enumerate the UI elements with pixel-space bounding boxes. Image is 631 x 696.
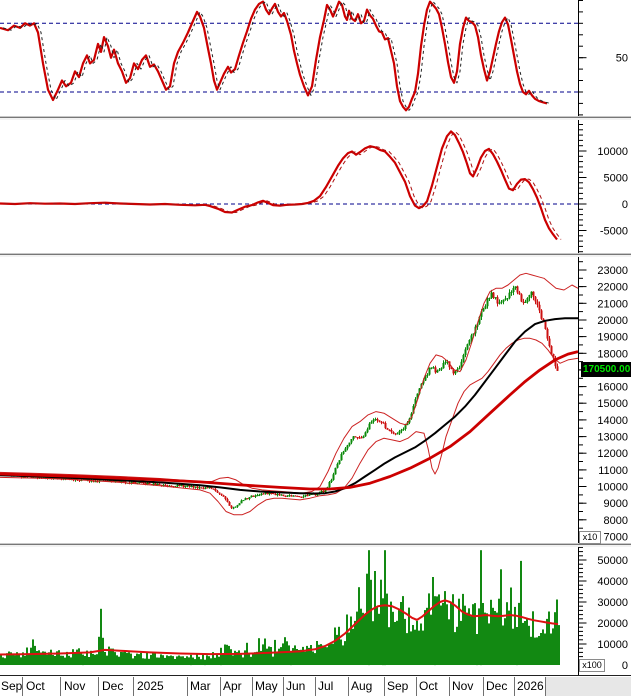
x-axis-blank-area: [546, 677, 631, 696]
x-axis-separator: [220, 677, 221, 696]
svg-text:0: 0: [622, 660, 628, 672]
x-axis-label: Dec: [486, 679, 508, 693]
x-axis-label: 2026: [517, 679, 544, 693]
x-axis-label: Sep: [1, 679, 23, 693]
svg-text:30000: 30000: [597, 597, 628, 609]
x-axis-separator: [98, 677, 99, 696]
price-panel[interactable]: 2300022000210002000019000180001700016000…: [0, 257, 631, 543]
x-axis-label: Oct: [419, 679, 438, 693]
x-axis-label: Apr: [223, 679, 242, 693]
x-axis-strip: Sep Oct Nov Dec 2025 Mar Apr May Jun Jul Aug Sep Oct…: [0, 675, 631, 696]
svg-text:8000: 8000: [604, 515, 628, 527]
svg-text:12000: 12000: [597, 448, 628, 460]
x-axis-label: Oct: [26, 679, 45, 693]
x-axis-separator: [449, 677, 450, 696]
svg-text:16000: 16000: [597, 382, 628, 394]
svg-text:50000: 50000: [597, 555, 628, 567]
x-axis-label: Aug: [351, 679, 373, 693]
x-axis-label: 2025: [137, 679, 164, 693]
x-axis-separator: [348, 677, 349, 696]
x-axis-label: May: [255, 679, 278, 693]
svg-text:-5000: -5000: [600, 226, 628, 238]
x-axis-separator: [384, 677, 385, 696]
x-axis-separator: [514, 677, 515, 696]
x-axis-label: Sep: [387, 679, 409, 693]
svg-text:20000: 20000: [597, 315, 628, 327]
svg-text:10000: 10000: [597, 482, 628, 494]
x-axis-separator: [283, 677, 284, 696]
x-axis-label: Nov: [452, 679, 474, 693]
svg-text:15000: 15000: [597, 398, 628, 410]
svg-text:40000: 40000: [597, 576, 628, 588]
x-axis-separator: [60, 677, 61, 696]
svg-text:9000: 9000: [604, 498, 628, 510]
x-axis-separator: [416, 677, 417, 696]
x-axis-label: Nov: [64, 679, 86, 693]
svg-text:0: 0: [622, 199, 628, 211]
volume-axis-multiplier: x100: [579, 659, 605, 672]
svg-text:21000: 21000: [597, 298, 628, 310]
x-axis-label: Jul: [318, 679, 334, 693]
svg-text:13000: 13000: [597, 432, 628, 444]
x-axis-separator: [22, 677, 23, 696]
svg-text:18000: 18000: [597, 348, 628, 360]
price-axis-multiplier: x10: [579, 531, 601, 544]
svg-text:22000: 22000: [597, 282, 628, 294]
svg-text:5000: 5000: [604, 173, 628, 185]
volume-panel[interactable]: 50000 40000 30000 20000 10000 0: [0, 547, 631, 675]
last-price-label: 170500.00: [581, 362, 631, 377]
panel-separator[interactable]: [0, 543, 631, 547]
x-axis-separator: [545, 677, 546, 696]
panel-separator[interactable]: [0, 116, 631, 120]
momentum-panel[interactable]: 10000 5000 0 -5000: [0, 120, 631, 253]
x-axis-label: Jun: [286, 679, 306, 693]
svg-text:11000: 11000: [598, 465, 628, 477]
x-axis-label: Mar: [190, 679, 211, 693]
svg-text:7000: 7000: [604, 532, 628, 544]
x-axis-separator: [133, 677, 134, 696]
stochastic-panel[interactable]: 50: [0, 0, 631, 116]
svg-text:19000: 19000: [597, 332, 628, 344]
x-axis-separator: [483, 677, 484, 696]
svg-text:10000: 10000: [597, 146, 628, 158]
panel-separator[interactable]: [0, 253, 631, 257]
x-axis-label: Dec: [102, 679, 124, 693]
svg-text:10000: 10000: [597, 639, 628, 651]
svg-text:20000: 20000: [597, 618, 628, 630]
svg-text:14000: 14000: [597, 415, 628, 427]
x-axis-separator: [187, 677, 188, 696]
x-axis-separator: [252, 677, 253, 696]
x-axis-separator: [315, 677, 316, 696]
svg-text:23000: 23000: [597, 265, 628, 277]
svg-text:50: 50: [616, 53, 628, 65]
